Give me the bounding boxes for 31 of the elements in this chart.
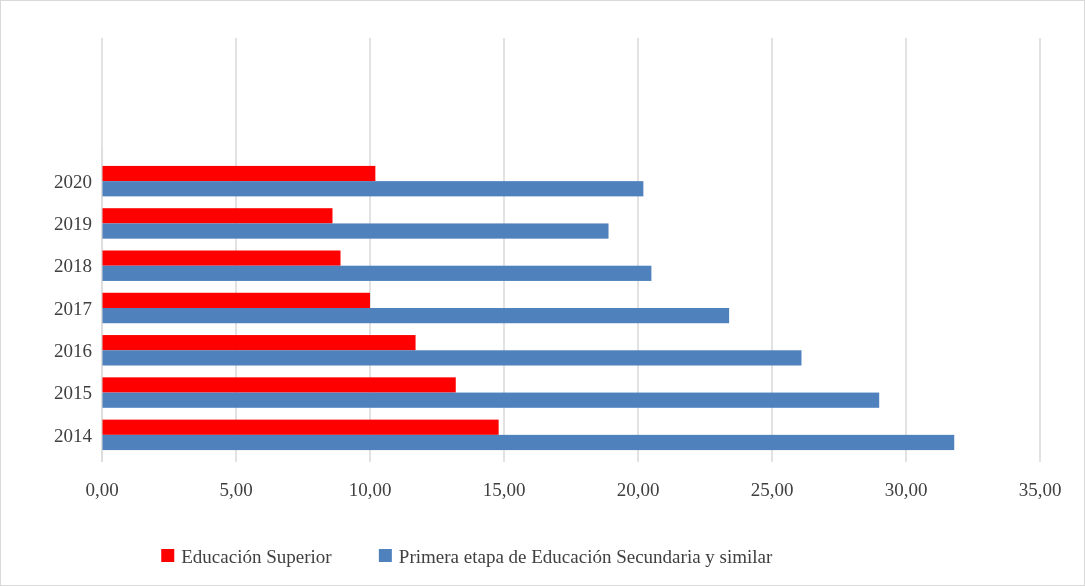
bar [102, 208, 333, 224]
x-tick-label: 15,00 [482, 479, 526, 500]
y-tick-label: 2016 [54, 339, 92, 361]
y-tick-label: 2017 [54, 297, 92, 319]
x-tick-label: 5,00 [219, 479, 253, 500]
bar [102, 223, 609, 239]
y-tick-label: 2014 [54, 424, 93, 446]
bar [102, 350, 802, 366]
bar [102, 419, 499, 435]
x-tick-label: 0,00 [85, 479, 119, 500]
bar [102, 292, 370, 308]
x-tick-label: 35,00 [1018, 479, 1062, 500]
x-tick-label: 10,00 [348, 479, 392, 500]
bar [102, 181, 644, 197]
bar [102, 250, 341, 266]
bar [102, 377, 456, 393]
bar [102, 434, 955, 451]
legend-label: Primera etapa de Educación Secundaria y similar [398, 545, 774, 567]
x-tick-label: 30,00 [884, 479, 928, 500]
x-tick-label: 25,00 [750, 479, 794, 500]
legend-label: Educación Superior [181, 545, 333, 567]
y-tick-label: 2018 [54, 255, 92, 277]
y-tick-label: 2020 [54, 170, 92, 192]
x-tick-label: 20,00 [616, 479, 660, 500]
bar [102, 335, 416, 351]
y-tick-label: 2019 [54, 213, 92, 235]
bar [102, 392, 880, 408]
bar [102, 265, 652, 281]
y-tick-label: 2015 [54, 382, 92, 404]
bar [102, 308, 730, 324]
bar [102, 165, 376, 182]
